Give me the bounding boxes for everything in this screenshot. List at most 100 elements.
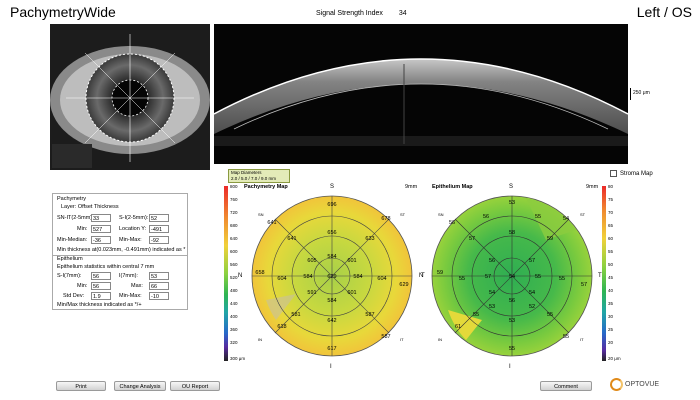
scale-tick: 45 bbox=[608, 275, 614, 280]
scale-tick: 680 bbox=[230, 223, 238, 228]
pachymetry-map[interactable]: 629 584 601 584 601 584 591 584 605 656 … bbox=[246, 190, 418, 362]
pachy-inner-n: 584 bbox=[303, 274, 312, 280]
scale-tick: 520 bbox=[230, 275, 238, 280]
pachymetry-map-title: Pachymetry Map bbox=[244, 184, 288, 190]
epi-max-value: 66 bbox=[149, 282, 169, 290]
comment-button[interactable]: Comment bbox=[540, 381, 592, 391]
epi-val-b: 58 bbox=[509, 230, 515, 236]
pachy-ring3-it: 587 bbox=[365, 312, 374, 318]
epi-val-l: 57 bbox=[469, 236, 475, 242]
epi-val-r: 54 bbox=[563, 216, 569, 222]
brand-logo: OPTOVUE bbox=[610, 378, 659, 391]
pachy-outer-t: 629 bbox=[399, 282, 408, 288]
epi-center: 54 bbox=[509, 274, 515, 280]
epi-i-label: I(7mm): bbox=[119, 273, 138, 279]
epi-val-q: 56 bbox=[449, 220, 455, 226]
epi-val-h: 55 bbox=[535, 274, 541, 280]
panel-divider bbox=[53, 255, 187, 256]
pachy-inner-it: 601 bbox=[347, 290, 356, 296]
map-diameters-label: Map Diameters bbox=[231, 170, 262, 175]
epi-s-i-value: 56 bbox=[91, 272, 111, 280]
layer-row: Layer: Offset Thickness bbox=[61, 204, 119, 210]
eye-photo bbox=[50, 24, 210, 170]
pachy-inner-i: 584 bbox=[327, 298, 336, 304]
epi-val-t: 55 bbox=[547, 312, 553, 318]
epi-s-i-label: S-I(7mm): bbox=[57, 273, 82, 279]
scale-tick: 55 bbox=[608, 249, 614, 254]
scale-tick: 720 bbox=[230, 210, 238, 215]
pachy-outer-in: 618 bbox=[277, 324, 286, 330]
layer-label: Layer: bbox=[61, 204, 77, 210]
pachy-outer-st: 678 bbox=[381, 216, 390, 222]
scale-tick: 40 bbox=[608, 288, 614, 293]
scale-tick: 20 bbox=[608, 340, 614, 345]
epi-min-max-label: Min-Max: bbox=[119, 293, 142, 299]
epi-min-value: 56 bbox=[91, 282, 111, 290]
scale-tick: 35 bbox=[608, 301, 614, 306]
signal-strength-label: Signal Strength Index bbox=[316, 10, 383, 17]
pachymetry-scale-ticks: 800 760 720 680 640 600 560 520 480 440 … bbox=[230, 184, 250, 374]
epi-val-k: 56 bbox=[509, 298, 515, 304]
pachymetry-map-diameter: 9mm bbox=[405, 184, 418, 190]
pachymetry-group-label: Pachymetry bbox=[57, 196, 87, 202]
pachy-outer-it: 587 bbox=[381, 334, 390, 340]
pachy-orient-i: I bbox=[330, 364, 332, 370]
eye-side: Left / OS bbox=[636, 4, 692, 20]
scale-bar-label: 250 μm bbox=[633, 90, 650, 96]
scale-unit: 300 μm bbox=[230, 356, 246, 361]
scale-tick: 25 bbox=[608, 327, 614, 332]
pachy-inner-in: 591 bbox=[307, 290, 316, 296]
pachy-center: 629 bbox=[327, 274, 336, 280]
scale-tick: 75 bbox=[608, 197, 614, 202]
oct-bscan bbox=[214, 24, 628, 164]
epi-val-e: 56 bbox=[489, 258, 495, 264]
stroma-map-label: Stroma Map bbox=[620, 170, 653, 177]
epi-orient-i: I bbox=[509, 364, 511, 370]
pachy-orient-t: T bbox=[421, 273, 425, 279]
pachy-ring3-t: 604 bbox=[377, 276, 386, 282]
stroma-map-toggle[interactable]: Stroma Map bbox=[610, 170, 653, 177]
map-diameters-box[interactable]: Map Diameters 2.0 / 5.0 / 7.0 / 9.0 mm bbox=[228, 169, 290, 183]
epi-val-u: 53 bbox=[509, 318, 515, 324]
epithelium-note: Min/Max thickness indicated as */+ bbox=[57, 302, 142, 308]
scale-tick: 440 bbox=[230, 301, 238, 306]
stroma-map-checkbox[interactable] bbox=[610, 170, 617, 177]
scale-tick: 65 bbox=[608, 223, 614, 228]
epi-val-aa: 56 bbox=[483, 214, 489, 220]
print-button[interactable]: Print bbox=[56, 381, 106, 391]
pachy-orient-s: S bbox=[330, 184, 335, 190]
scale-tick: 320 bbox=[230, 340, 238, 345]
epi-orient-st: ST bbox=[580, 212, 586, 217]
s-i-label: S-I(2-5mm): bbox=[119, 215, 149, 221]
pachy-outer-s: 696 bbox=[327, 202, 336, 208]
epi-val-f: 57 bbox=[529, 258, 535, 264]
s-i-value: 52 bbox=[149, 214, 169, 222]
scale-tick: 800 bbox=[230, 184, 238, 189]
pachy-ring3-i: 642 bbox=[327, 318, 336, 324]
scale-tick: 560 bbox=[230, 262, 238, 267]
epi-orient-s: S bbox=[509, 184, 514, 190]
epi-val-a: 53 bbox=[509, 200, 515, 206]
location-y-label: Location Y: bbox=[119, 226, 147, 232]
epi-val-m: 59 bbox=[437, 270, 443, 276]
pachy-orient-st: ST bbox=[400, 212, 406, 217]
epithelium-map[interactable]: 53 58 59 54 56 57 57 55 54 54 56 57 59 5… bbox=[426, 190, 598, 362]
epi-min-label: Min: bbox=[77, 283, 88, 289]
location-y-value: -491 bbox=[149, 225, 169, 233]
scale-tick: 80 bbox=[608, 184, 614, 189]
scale-tick: 600 bbox=[230, 249, 238, 254]
epi-min-max-value: -10 bbox=[149, 292, 169, 300]
epithelium-map-title: Epithelium Map bbox=[432, 184, 473, 190]
epithelium-group-label: Epithelium bbox=[57, 256, 83, 262]
layer-value[interactable]: Offset Thickness bbox=[77, 204, 119, 210]
ou-report-button[interactable]: OU Report bbox=[170, 381, 220, 391]
sn-it-value: 33 bbox=[91, 214, 111, 222]
pachy-inner-st: 601 bbox=[347, 258, 356, 264]
change-analysis-button[interactable]: Change Analysis bbox=[114, 381, 166, 391]
pachy-outer-i: 617 bbox=[327, 346, 336, 352]
epithelium-scale-ticks: 80 75 70 65 60 55 50 45 40 35 30 25 20 2… bbox=[608, 184, 628, 374]
epithelium-color-scale bbox=[602, 186, 606, 361]
app-title: PachymetryWide bbox=[10, 4, 116, 20]
scale-tick: 480 bbox=[230, 288, 238, 293]
scale-tick: 760 bbox=[230, 197, 238, 202]
